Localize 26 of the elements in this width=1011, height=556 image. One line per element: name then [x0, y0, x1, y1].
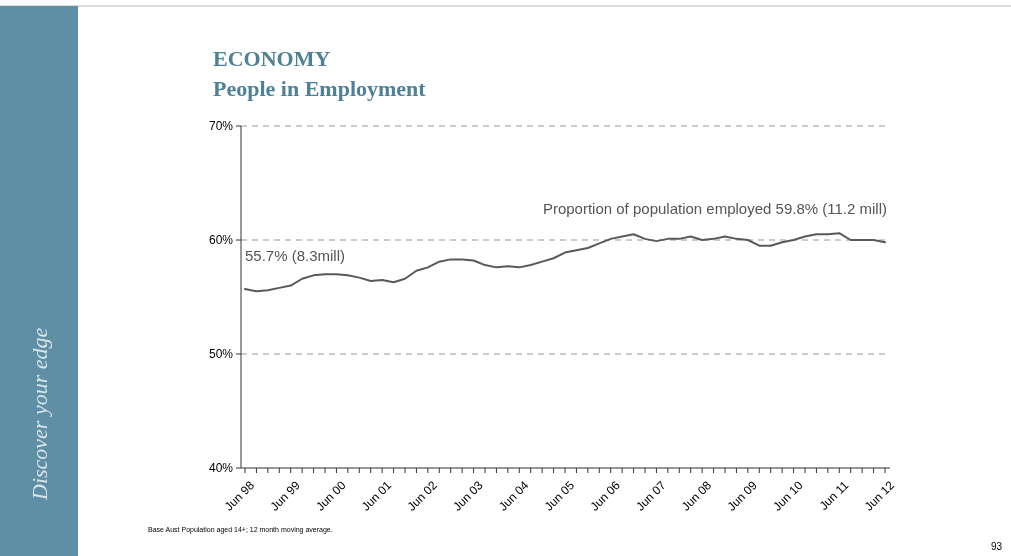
x-tick-label: Jun 06 — [587, 477, 623, 514]
text: 93 — [990, 541, 1003, 552]
y-tick-label: 70% — [208, 119, 234, 134]
chart-title: ECONOMY — [213, 46, 331, 71]
x-tick-label: Jun 07 — [633, 477, 669, 514]
y-tick-label: 40% — [208, 461, 234, 476]
chart-subtitle: People in Employment — [213, 76, 427, 101]
x-tick-label: Jun 10 — [770, 477, 806, 514]
x-tick-label: Jun 01 — [358, 477, 395, 514]
annotation: 55.7% (8.3mill) — [245, 247, 346, 265]
x-tick-label: Jun 98 — [221, 477, 258, 514]
x-tick-label: Jun 11 — [816, 477, 852, 513]
x-tick-label: Jun 09 — [724, 477, 761, 514]
x-tick-label: Jun 03 — [450, 477, 486, 514]
annotation: Proportion of population employed 59.8% (11.2 mill) — [542, 200, 887, 218]
y-tick-label: 60% — [208, 233, 234, 248]
x-tick-label: Jun 99 — [267, 477, 303, 514]
line-series — [244, 232, 886, 293]
x-tick-label: Jun 04 — [495, 477, 532, 514]
text: Discover your edge — [27, 327, 52, 501]
x-tick-label: Jun 02 — [404, 477, 441, 514]
x-tick-label: Jun 00 — [313, 477, 349, 514]
x-tick-label: Jun 12 — [861, 477, 898, 514]
x-tick-label: Jun 08 — [678, 477, 715, 514]
y-tick-label: 50% — [208, 347, 234, 362]
x-tick-label: Jun 05 — [541, 477, 578, 514]
